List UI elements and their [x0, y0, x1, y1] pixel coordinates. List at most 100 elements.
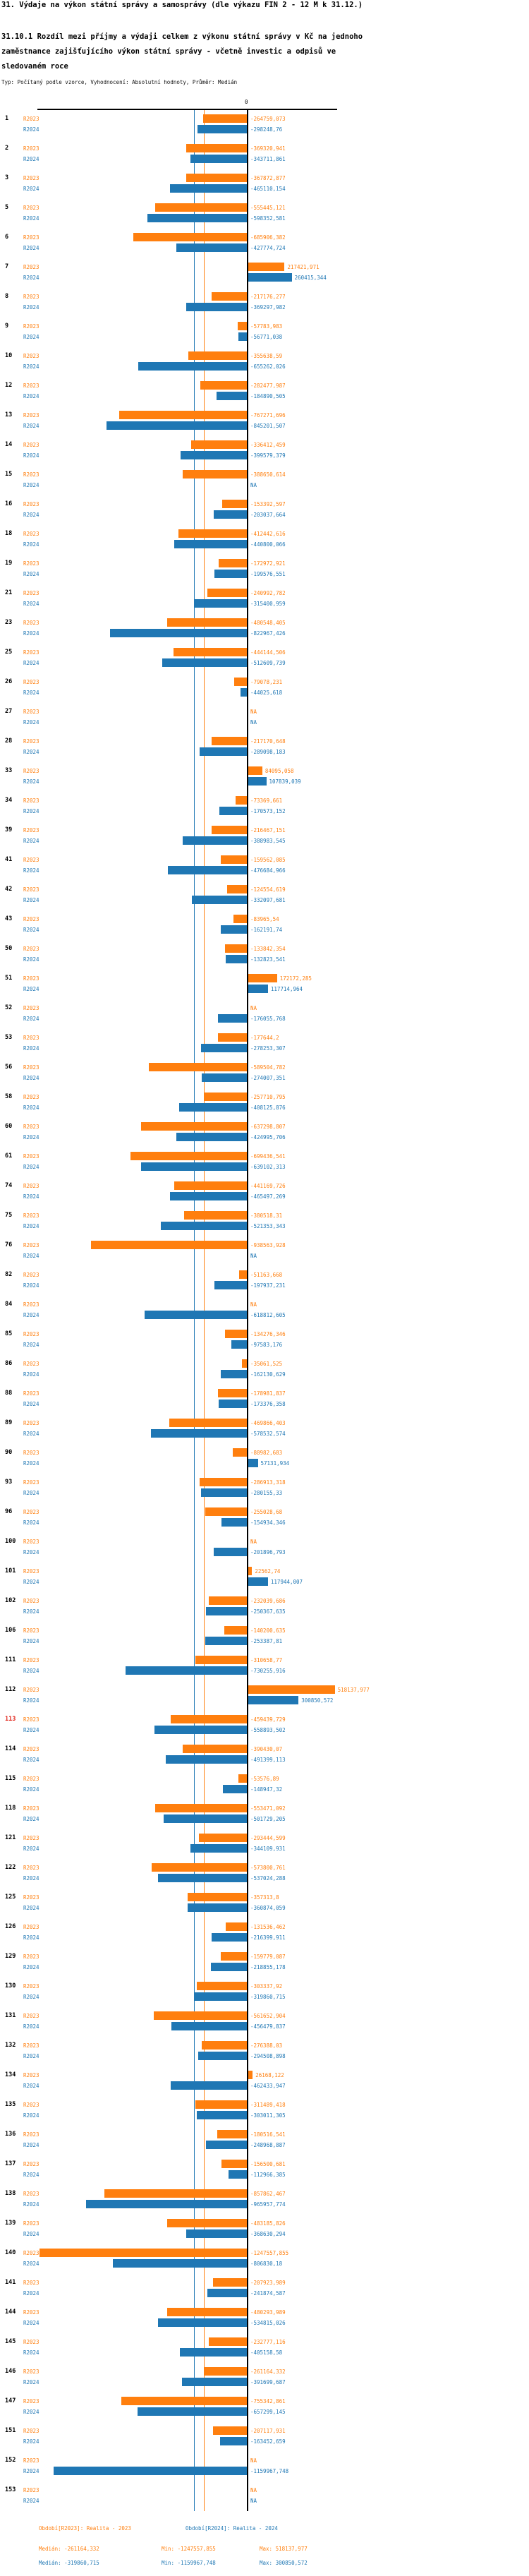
bar-r2024: [138, 2407, 248, 2416]
bar-r2023: [166, 2218, 248, 2227]
row-number: 19: [5, 559, 13, 567]
series-label-r2023: R2023: [23, 1567, 39, 1575]
series-label-r2023: R2023: [23, 2309, 39, 2316]
value-label: -79078,231: [250, 678, 283, 685]
bar-r2023: [152, 1862, 248, 1872]
bar-r2023: [186, 143, 248, 152]
series-label-r2024: R2024: [23, 2378, 39, 2385]
series-label-r2024: R2024: [23, 2230, 39, 2237]
value-label: 107839,039: [269, 778, 301, 785]
series-label-r2023: R2023: [23, 1864, 39, 1871]
bar-r2023: [248, 1685, 335, 1694]
bar-r2024: [176, 243, 248, 252]
series-label-r2023: R2023: [23, 1508, 39, 1515]
series-label-r2023: R2023: [23, 1419, 39, 1426]
series-label-r2024: R2024: [23, 748, 39, 755]
row-number: 100: [5, 1537, 16, 1545]
bar-r2024: [202, 1073, 248, 1082]
series-label-r2023: R2023: [23, 1953, 39, 1960]
value-label: 26168,122: [255, 2071, 284, 2078]
value-label: -501729,205: [250, 1815, 286, 1822]
series-label-r2023: R2023: [23, 1390, 39, 1397]
value-label: -177644,2: [250, 1034, 279, 1041]
bar-r2024: [231, 1340, 248, 1349]
series-label-r2024: R2024: [23, 1133, 39, 1140]
series-label-r2024: R2024: [23, 2201, 39, 2208]
bar-r2024: [180, 2347, 248, 2357]
series-label-r2023: R2023: [23, 471, 39, 478]
bar-r2023: [207, 588, 248, 597]
value-label: -965957,774: [250, 2201, 286, 2208]
row-number: 10: [5, 351, 13, 359]
series-label-r2024: R2024: [23, 1400, 39, 1407]
value-label: -456479,837: [250, 2023, 286, 2030]
value-label: -97583,176: [250, 1341, 283, 1348]
value-label: -332097,681: [250, 896, 286, 903]
value-label: -280155,33: [250, 1489, 283, 1496]
series-label-r2023: R2023: [23, 500, 39, 507]
series-label-r2023: R2023: [23, 2457, 39, 2464]
series-label-r2023: R2023: [23, 767, 39, 774]
bar-r2024: [213, 510, 248, 519]
bar-r2023: [188, 1892, 248, 1901]
series-label-r2024: R2024: [23, 1311, 39, 1318]
series-label-r2023: R2023: [23, 915, 39, 922]
series-label-r2024: R2024: [23, 541, 39, 548]
bar-r2024: [160, 1221, 248, 1230]
bar-r2024: [140, 1162, 248, 1171]
bar-r2023: [221, 499, 248, 508]
row-number: 13: [5, 411, 13, 419]
bar-r2023: [241, 1359, 248, 1368]
bar-r2024: [190, 154, 248, 163]
series-label-r2024: R2024: [23, 1252, 39, 1259]
row-number: 134: [5, 2071, 16, 2078]
bar-r2024: [218, 1013, 248, 1023]
row-number: 137: [5, 2160, 16, 2167]
row-number: 58: [5, 1093, 13, 1100]
series-label-r2024: R2024: [23, 2260, 39, 2267]
series-label-r2023: R2023: [23, 174, 39, 181]
row-number: 152: [5, 2456, 16, 2464]
series-label-r2024: R2024: [23, 1667, 39, 1674]
series-label-r2023: R2023: [23, 2220, 39, 2227]
bar-r2024: [186, 302, 248, 311]
series-label-r2023: R2023: [23, 2101, 39, 2108]
series-label-r2024: R2024: [23, 1519, 39, 1526]
series-label-r2024: R2024: [23, 1282, 39, 1289]
series-label-r2023: R2023: [23, 323, 39, 330]
value-label: -154934,346: [250, 1519, 286, 1526]
value-label: -573800,761: [250, 1864, 286, 1871]
value-label: -207923,989: [250, 2279, 286, 2286]
bar-r2023: [188, 351, 248, 360]
bar-r2023: [130, 1151, 248, 1160]
series-label-r2024: R2024: [23, 2408, 39, 2415]
value-label: -132823,541: [250, 956, 286, 963]
value-label: -405158,58: [250, 2349, 283, 2356]
value-label: -53576,89: [250, 1775, 279, 1782]
bar-r2023: [219, 558, 248, 567]
series-label-r2023: R2023: [23, 441, 39, 448]
bar-r2023: [221, 2159, 248, 2168]
value-label: -578532,574: [250, 1430, 286, 1437]
series-label-r2024: R2024: [23, 689, 39, 696]
bar-r2024: [207, 2288, 248, 2297]
value-label: -274007,351: [250, 1074, 286, 1081]
bar-r2024: [164, 1814, 248, 1823]
value-label: -390430,07: [250, 1745, 283, 1752]
value-label: -336412,459: [250, 441, 286, 448]
value-label: -537024,288: [250, 1874, 286, 1882]
row-number: 42: [5, 885, 13, 893]
bar-r2023: [178, 529, 248, 538]
bar-r2023: [191, 440, 248, 449]
bar-r2023: [167, 618, 248, 627]
value-label: -367872,877: [250, 174, 286, 181]
bar-r2024: [182, 836, 248, 845]
bar-r2024: [220, 2436, 248, 2445]
row-number: 126: [5, 1922, 16, 1930]
series-label-r2023: R2023: [23, 649, 39, 656]
bar-r2023: [233, 914, 248, 923]
series-label-r2023: R2023: [23, 886, 39, 893]
value-label: -639102,313: [250, 1163, 286, 1170]
bar-r2024: [154, 1725, 248, 1734]
value-label: -311489,418: [250, 2101, 286, 2108]
